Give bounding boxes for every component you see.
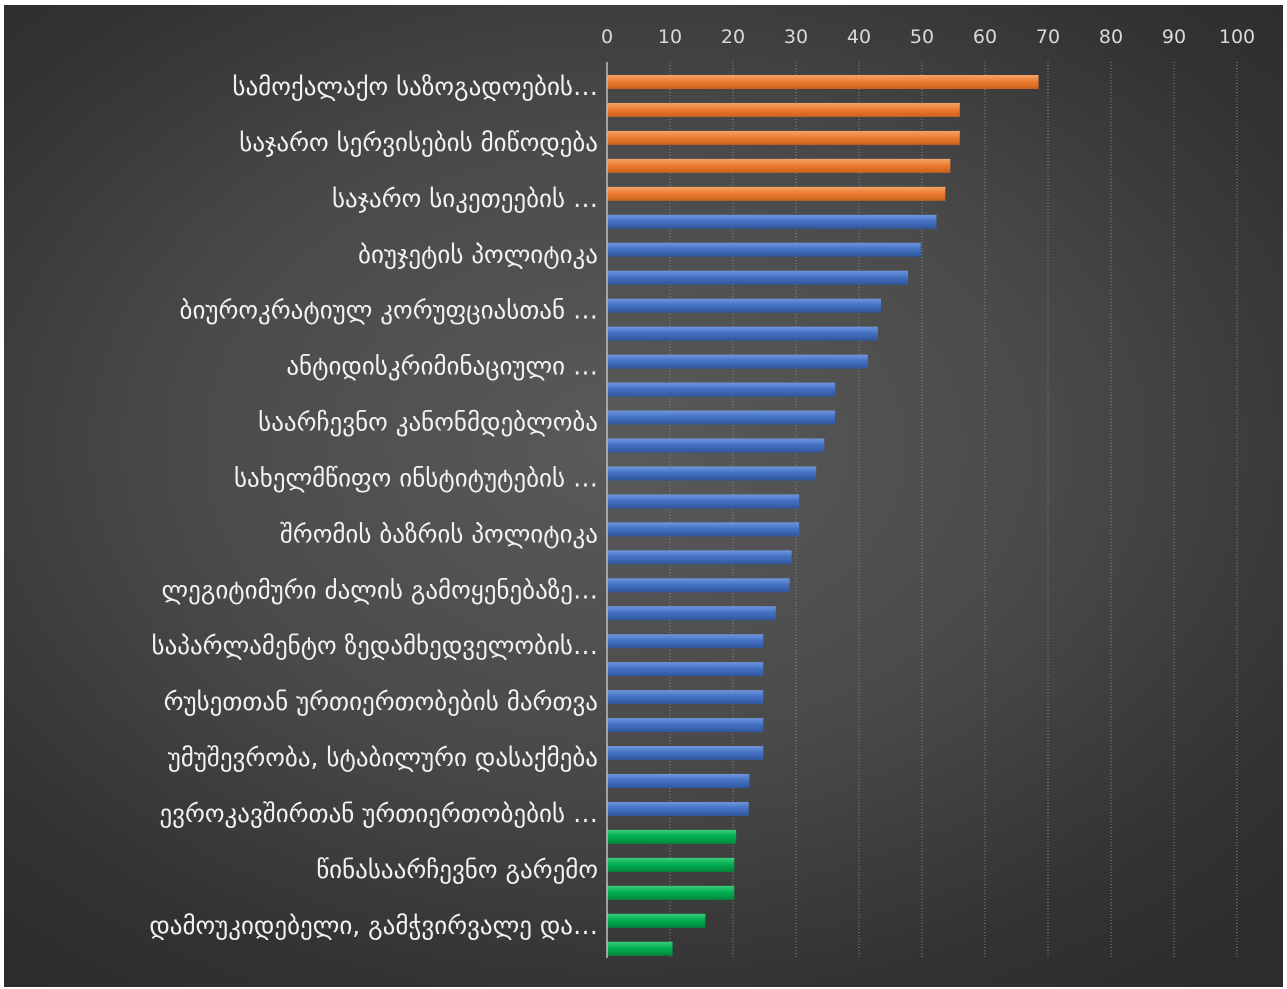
bar [607,130,960,145]
bar [607,186,946,201]
gridlines [669,62,1238,958]
bar [607,354,868,369]
bar [607,801,749,816]
category-label: საჯარო სერვისების მიწოდება [239,128,598,157]
category-label: სამოქალაქო საზოგადოების… [232,72,598,101]
bars [607,75,1039,956]
category-label: ევროკავშირთან ურთიერთობების … [159,799,598,828]
category-label: საჯარო სიკეთეების … [332,184,598,213]
category-label: უმუშევრობა, სტაბილური დასაქმება [168,743,598,772]
category-label: ბიუჯეტის პოლიტიკა [358,240,598,269]
bar [607,690,764,705]
x-tick-label: 50 [910,26,934,48]
category-label: წინასაარჩევნო გარემო [316,855,598,884]
x-tick-label: 100 [1219,26,1255,48]
bar [607,746,764,761]
bar [607,522,800,537]
bar [607,466,817,481]
category-labels: სამოქალაქო საზოგადოების… საჯარო სერვისები… [149,72,598,940]
bar [607,634,764,649]
category-label: საარჩევნო კანონმდებლობა [258,408,598,437]
bar [607,941,673,956]
bar [607,774,750,788]
bar [607,606,776,621]
x-tick-label: 30 [784,26,808,48]
bar [607,578,790,593]
x-axis-ticks: 0 10 20 30 40 50 60 70 80 90 100 [601,26,1255,48]
bar [607,326,878,341]
x-tick-label: 10 [658,26,682,48]
bar [607,885,735,900]
x-tick-label: 70 [1036,26,1060,48]
x-tick-label: 40 [847,26,871,48]
bar [607,298,882,313]
bar [607,158,951,173]
bar [607,270,909,285]
category-label: დამოუკიდებელი, გამჭვირვალე და… [149,911,598,940]
bar [607,718,764,733]
bar [607,662,764,677]
category-label: საპარლამენტო ზედამხედველობის… [152,631,598,660]
bar [607,382,836,397]
x-tick-label: 20 [721,26,745,48]
bar [607,913,706,928]
bar [607,550,792,565]
x-tick-label: 0 [601,26,613,48]
x-tick-label: 90 [1162,26,1186,48]
bar [607,75,1039,89]
category-label: ანტიდისკრიმინაციული … [286,352,598,381]
category-label: ბიუროკრატიულ კორუფციასთან … [180,296,598,325]
bar [607,857,735,872]
category-label: შრომის ბაზრის პოლიტიკა [280,519,598,548]
category-label: ლეგიტიმური ძალის გამოყენებაზე… [162,575,598,604]
bar [607,438,825,453]
x-tick-label: 60 [973,26,997,48]
category-label: სახელმწიფო ინსტიტუტების … [234,463,598,492]
bar [607,829,737,844]
category-label: რუსეთთან ურთიერთობების მართვა [164,687,598,716]
bar [607,214,937,229]
bar [607,242,921,257]
bar [607,102,960,117]
bar [607,494,800,509]
x-tick-label: 80 [1099,26,1123,48]
bar [607,410,836,425]
